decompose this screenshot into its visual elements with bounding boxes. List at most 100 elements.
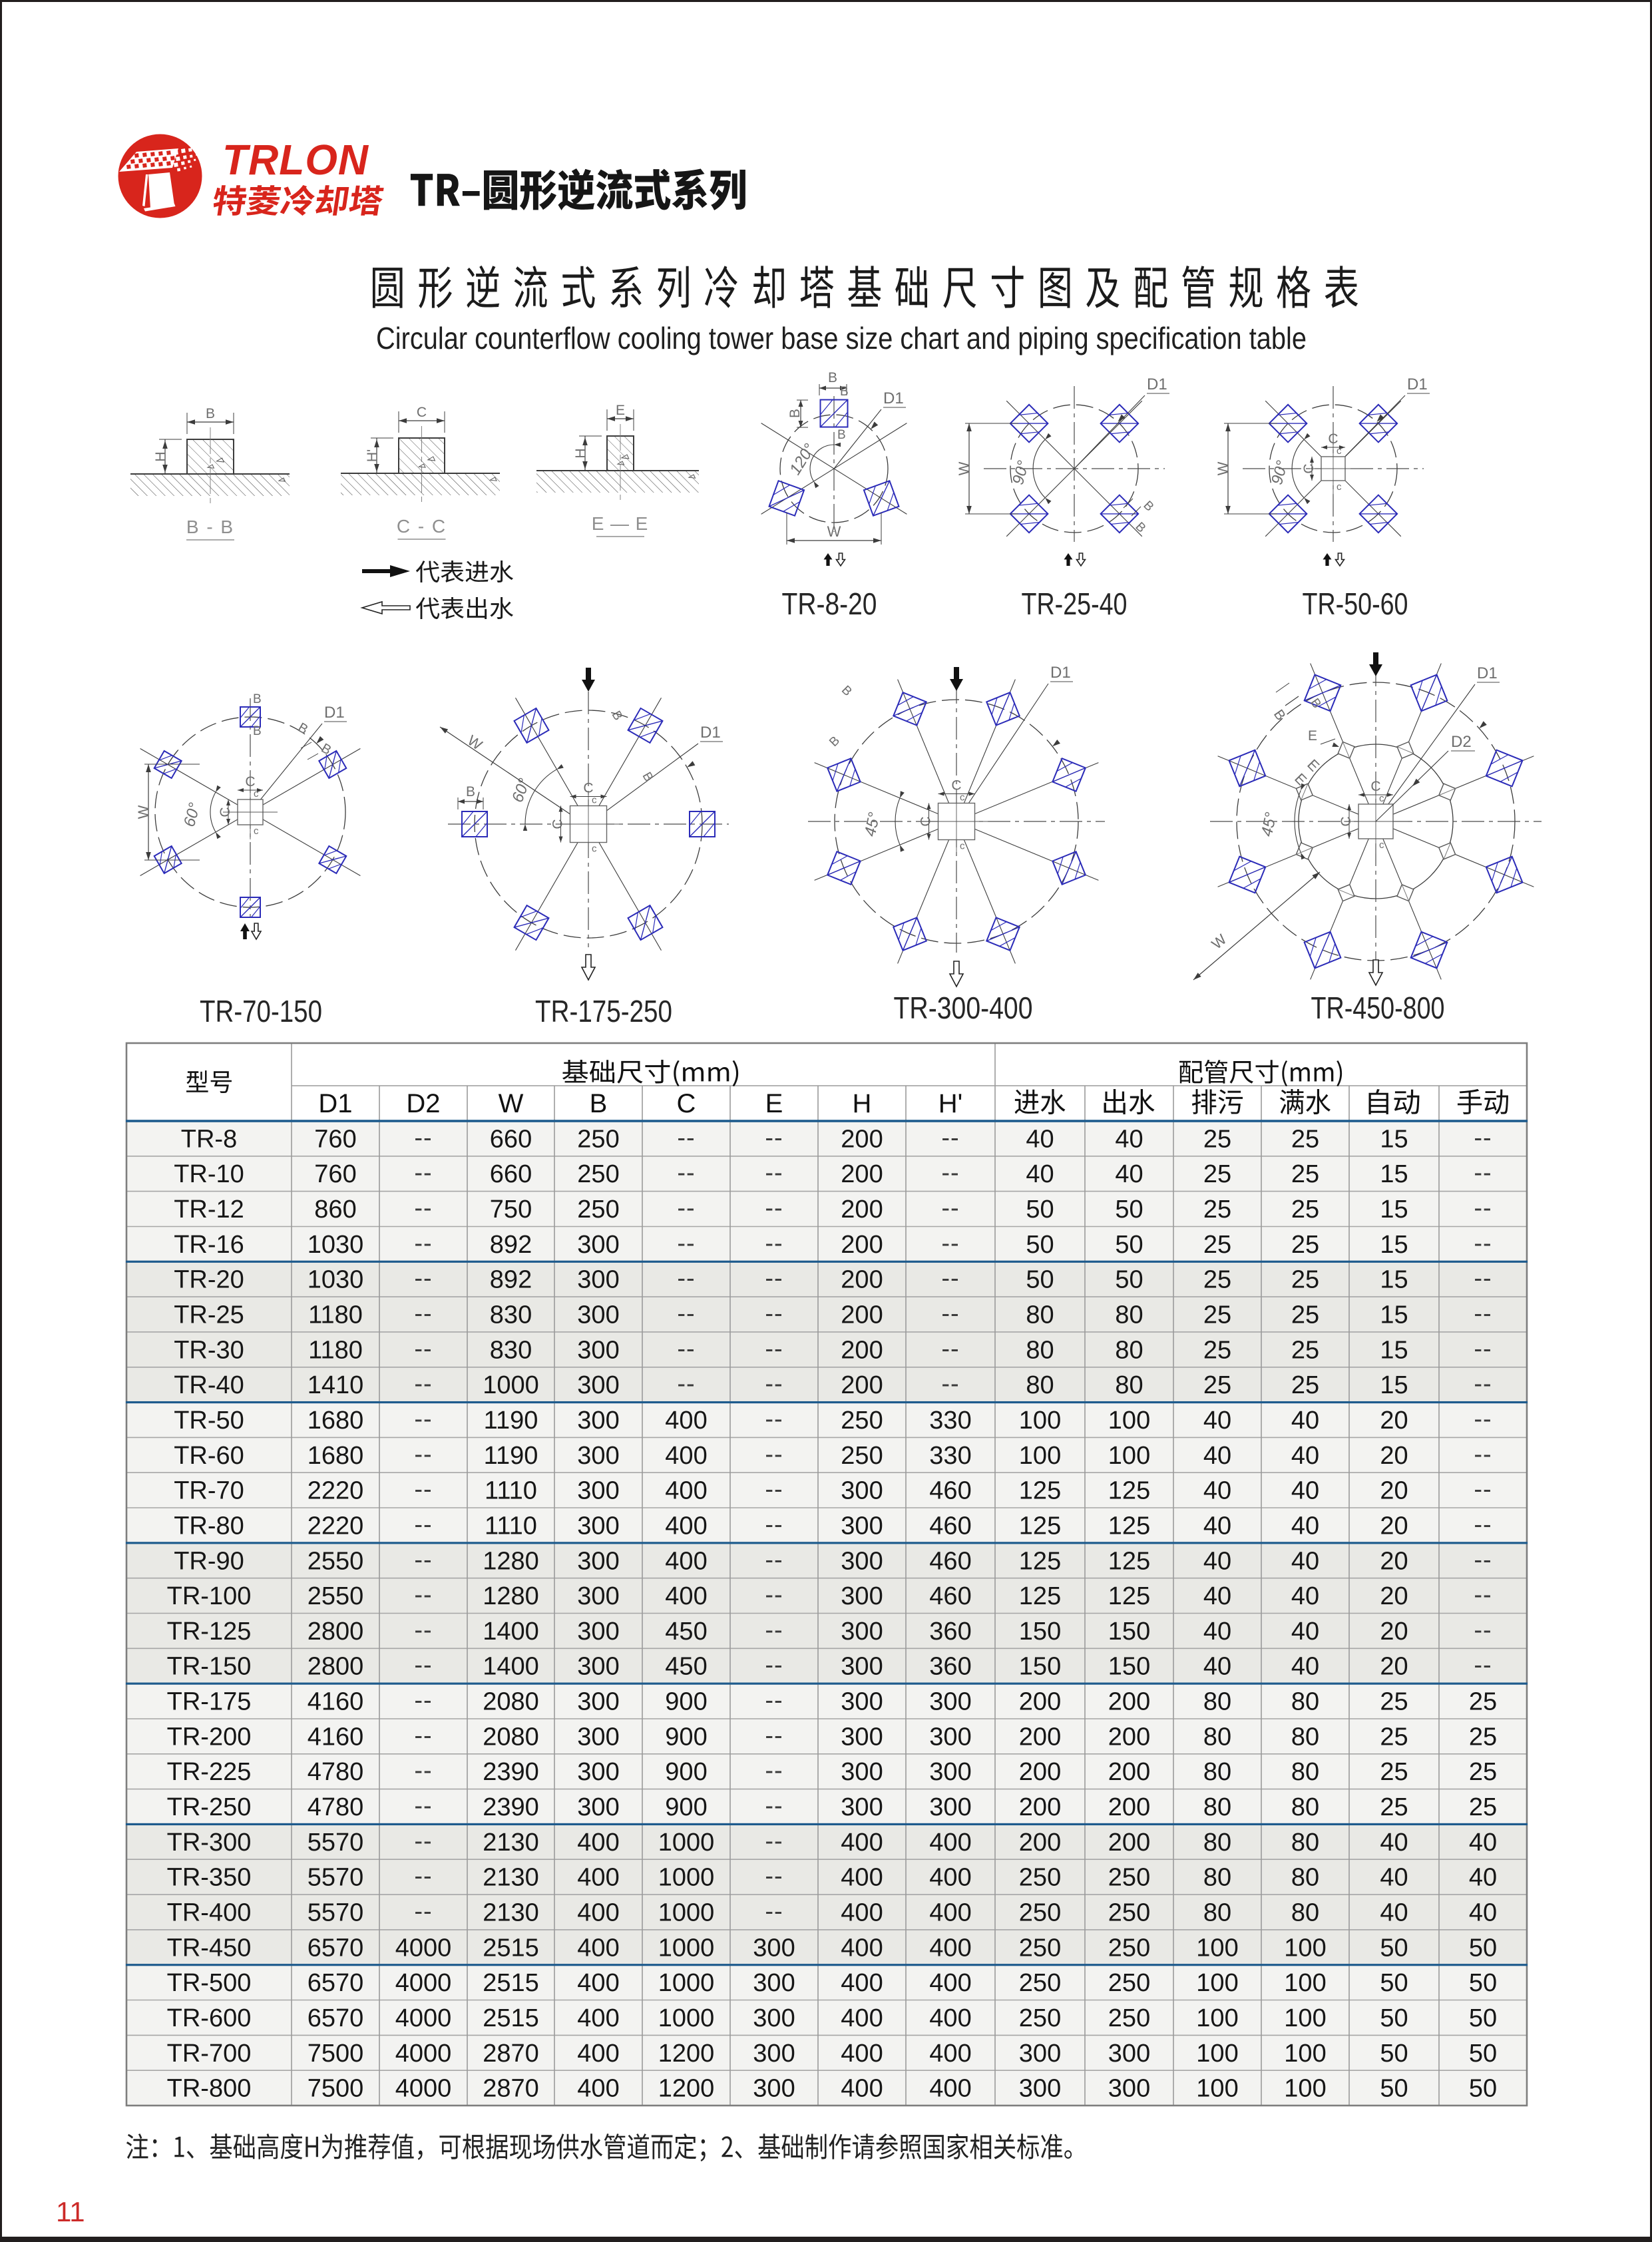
svg-text:892: 892 [490, 1266, 532, 1294]
svg-text:2080: 2080 [483, 1688, 539, 1716]
svg-text:360: 360 [929, 1653, 971, 1681]
svg-text:1110: 1110 [485, 1477, 537, 1505]
svg-text:2550: 2550 [308, 1547, 364, 1575]
svg-text:80: 80 [1203, 1829, 1231, 1857]
svg-text:400: 400 [929, 2075, 971, 2103]
svg-text:80: 80 [1291, 1758, 1319, 1786]
svg-text:200: 200 [841, 1301, 883, 1329]
svg-text:400: 400 [577, 1969, 619, 1997]
svg-text:200: 200 [841, 1266, 883, 1294]
svg-text:400: 400 [577, 1864, 619, 1892]
svg-text:TR-100: TR-100 [167, 1582, 252, 1610]
svg-text:C: C [1370, 779, 1380, 794]
svg-text:TR-450-800: TR-450-800 [1311, 991, 1445, 1025]
svg-text:150: 150 [1019, 1653, 1061, 1681]
svg-text:4780: 4780 [308, 1793, 364, 1821]
svg-text:--: -- [1474, 1300, 1492, 1328]
svg-text:D1: D1 [1050, 664, 1071, 682]
svg-text:25: 25 [1291, 1336, 1319, 1364]
svg-text:--: -- [765, 1476, 783, 1504]
svg-text:W: W [956, 461, 972, 475]
svg-text:TR-300-400: TR-300-400 [894, 991, 1033, 1025]
svg-text:D1: D1 [1407, 375, 1428, 393]
svg-text:80: 80 [1026, 1301, 1054, 1329]
svg-text:400: 400 [929, 2040, 971, 2068]
svg-text:H': H' [365, 449, 380, 462]
svg-text:c: c [1337, 481, 1342, 493]
svg-text:--: -- [765, 1827, 783, 1855]
svg-text:11: 11 [56, 2196, 85, 2227]
svg-text:100: 100 [1196, 2040, 1238, 2068]
svg-text:250: 250 [1019, 2004, 1061, 2032]
svg-text:B: B [206, 406, 215, 421]
svg-text:80: 80 [1203, 1864, 1231, 1892]
svg-text:100: 100 [1284, 1934, 1326, 1962]
svg-text:--: -- [1474, 1510, 1492, 1538]
svg-text:--: -- [677, 1194, 695, 1222]
svg-text:TR-350: TR-350 [167, 1864, 252, 1892]
svg-text:C: C [677, 1089, 696, 1118]
svg-text:80: 80 [1026, 1336, 1054, 1364]
svg-text:B: B [590, 1089, 608, 1118]
svg-text:B: B [253, 724, 262, 738]
svg-text:400: 400 [841, 1969, 883, 1997]
svg-text:150: 150 [1019, 1618, 1061, 1646]
svg-text:50: 50 [1026, 1266, 1054, 1294]
svg-text:40: 40 [1203, 1618, 1231, 1646]
svg-text:300: 300 [929, 1758, 971, 1786]
svg-text:1410: 1410 [308, 1371, 364, 1399]
svg-text:200: 200 [1108, 1688, 1150, 1716]
svg-text:200: 200 [841, 1371, 883, 1399]
svg-text:300: 300 [841, 1723, 883, 1751]
svg-text:50: 50 [1380, 1969, 1408, 1997]
svg-text:TR-25: TR-25 [174, 1301, 244, 1329]
svg-text:760: 760 [314, 1125, 356, 1153]
svg-text:--: -- [414, 1757, 432, 1785]
svg-text:200: 200 [841, 1231, 883, 1259]
svg-text:1110: 1110 [485, 1512, 537, 1540]
svg-text:40: 40 [1115, 1160, 1143, 1188]
svg-text:--: -- [414, 1863, 432, 1891]
svg-text:250: 250 [841, 1407, 883, 1435]
svg-text:250: 250 [1108, 1899, 1150, 1927]
svg-text:80: 80 [1115, 1336, 1143, 1364]
svg-text:125: 125 [1019, 1477, 1061, 1505]
svg-text:c: c [1379, 839, 1384, 851]
svg-text:TR-800: TR-800 [167, 2075, 252, 2103]
svg-text:TR-600: TR-600 [167, 2004, 252, 2032]
svg-text:--: -- [414, 1124, 432, 1152]
svg-text:40: 40 [1380, 1899, 1408, 1927]
svg-text:300: 300 [577, 1758, 619, 1786]
svg-text:--: -- [677, 1300, 695, 1328]
svg-text:H: H [153, 451, 168, 461]
svg-text:TR-70-150: TR-70-150 [200, 994, 322, 1028]
svg-text:1000: 1000 [483, 1371, 539, 1399]
svg-text:300: 300 [753, 1969, 795, 1997]
svg-text:50: 50 [1469, 1969, 1497, 1997]
svg-text:D2: D2 [1451, 733, 1472, 751]
svg-text:E: E [1308, 728, 1317, 744]
svg-text:25: 25 [1291, 1301, 1319, 1329]
svg-text:300: 300 [841, 1618, 883, 1646]
svg-text:125: 125 [1108, 1512, 1150, 1540]
svg-text:300: 300 [1019, 2040, 1061, 2068]
svg-text:TR-16: TR-16 [174, 1231, 244, 1259]
svg-text:200: 200 [1108, 1723, 1150, 1751]
svg-text:C: C [951, 778, 961, 793]
svg-text:250: 250 [1108, 1934, 1150, 1962]
svg-text:15: 15 [1380, 1160, 1408, 1188]
svg-text:100: 100 [1196, 2004, 1238, 2032]
svg-text:--: -- [414, 1300, 432, 1328]
svg-text:TR-450: TR-450 [167, 1934, 252, 1962]
svg-text:25: 25 [1203, 1336, 1231, 1364]
svg-text:D1: D1 [324, 704, 345, 722]
svg-text:50: 50 [1380, 1934, 1408, 1962]
svg-text:15: 15 [1380, 1336, 1408, 1364]
svg-text:TR-300: TR-300 [167, 1829, 252, 1857]
svg-text:1030: 1030 [308, 1266, 364, 1294]
svg-text:300: 300 [753, 2004, 795, 2032]
svg-text:Circular counterflow cooling t: Circular counterflow cooling tower base … [376, 321, 1307, 355]
svg-text:--: -- [677, 1370, 695, 1398]
svg-text:--: -- [414, 1792, 432, 1820]
svg-text:80: 80 [1115, 1371, 1143, 1399]
